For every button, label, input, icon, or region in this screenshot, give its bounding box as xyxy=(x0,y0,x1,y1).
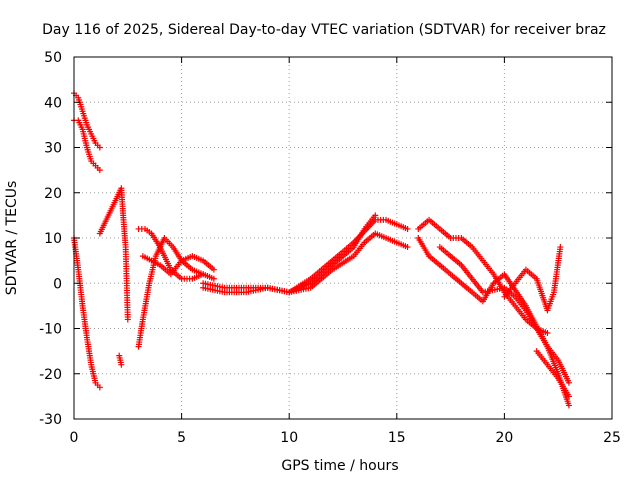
y-tick-label: 20 xyxy=(44,186,62,202)
y-tick-label: -10 xyxy=(39,322,62,338)
data-point xyxy=(557,244,564,251)
data-point xyxy=(565,402,572,409)
data-point xyxy=(404,244,411,251)
y-tick-label: -20 xyxy=(39,367,62,383)
data-point xyxy=(404,225,411,232)
data-points xyxy=(71,90,572,409)
x-axis-label: GPS time / hours xyxy=(281,458,398,474)
data-point xyxy=(210,275,217,282)
x-tick-label: 10 xyxy=(280,430,298,446)
series-arc-late-d xyxy=(501,244,564,314)
data-point xyxy=(96,144,103,151)
series-arc-3h-c xyxy=(139,253,217,278)
x-tick-label: 5 xyxy=(177,430,186,446)
y-tick-label: 50 xyxy=(44,50,62,66)
series-arc-3h-a xyxy=(135,235,207,350)
y-tick-label: 30 xyxy=(44,141,62,157)
data-point xyxy=(210,266,217,273)
data-point xyxy=(96,384,103,391)
axis-ticks: 0 5 10 15 20 25 -30 -20 -10 0 10 20 30 40 50 xyxy=(39,50,621,446)
data-point xyxy=(544,330,551,337)
x-tick-label: 20 xyxy=(495,430,513,446)
x-tick-label: 0 xyxy=(70,430,79,446)
series-arc-mid-c xyxy=(286,216,411,296)
y-axis-label: SDTVAR / TECUs xyxy=(4,181,20,296)
series-arc-late-b xyxy=(415,235,572,409)
series-arc-isolated xyxy=(96,185,131,323)
y-tick-label: 10 xyxy=(44,231,62,247)
data-point xyxy=(96,167,103,174)
data-point xyxy=(565,393,572,400)
y-tick-label: 0 xyxy=(53,276,62,292)
plot-frame xyxy=(73,56,613,420)
chart-title: Day 116 of 2025, Sidereal Day-to-day VTE… xyxy=(42,22,606,38)
x-tick-label: 25 xyxy=(603,430,621,446)
data-point xyxy=(118,361,125,368)
series-arc-isolated-b xyxy=(116,352,125,368)
series-arc-early-high-b xyxy=(71,117,103,174)
data-point xyxy=(565,379,572,386)
series-arc-early-drop xyxy=(71,235,103,391)
series-arc-late-c xyxy=(436,244,572,386)
y-tick-label: 40 xyxy=(44,95,62,111)
series-arc-late-e xyxy=(533,348,572,400)
y-tick-label: -30 xyxy=(39,412,62,428)
data-point xyxy=(124,316,131,323)
x-tick-label: 15 xyxy=(388,430,406,446)
